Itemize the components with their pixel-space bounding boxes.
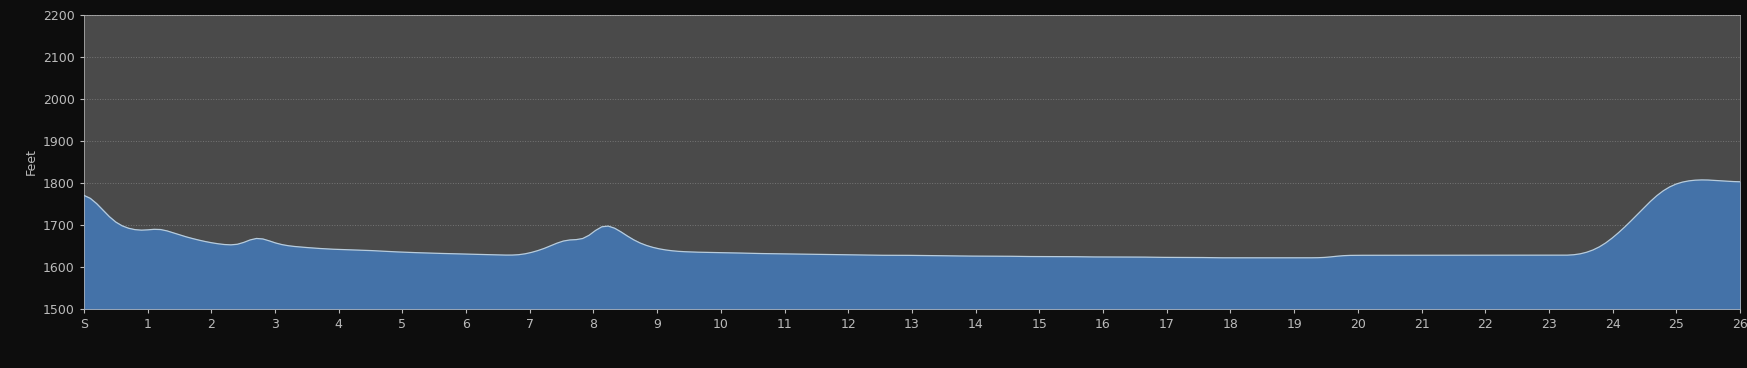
Y-axis label: Feet: Feet bbox=[24, 148, 37, 176]
